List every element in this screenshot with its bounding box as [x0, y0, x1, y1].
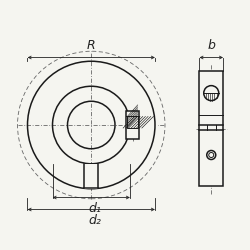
Bar — [200, 71, 223, 186]
Text: b: b — [207, 39, 215, 52]
Text: d₂: d₂ — [88, 214, 102, 227]
Bar — [202, 125, 221, 130]
Bar — [128, 111, 158, 139]
Bar — [126, 111, 139, 139]
Text: d₁: d₁ — [88, 202, 102, 215]
Bar — [127, 116, 138, 128]
Text: R: R — [87, 39, 96, 52]
Bar — [84, 164, 98, 189]
